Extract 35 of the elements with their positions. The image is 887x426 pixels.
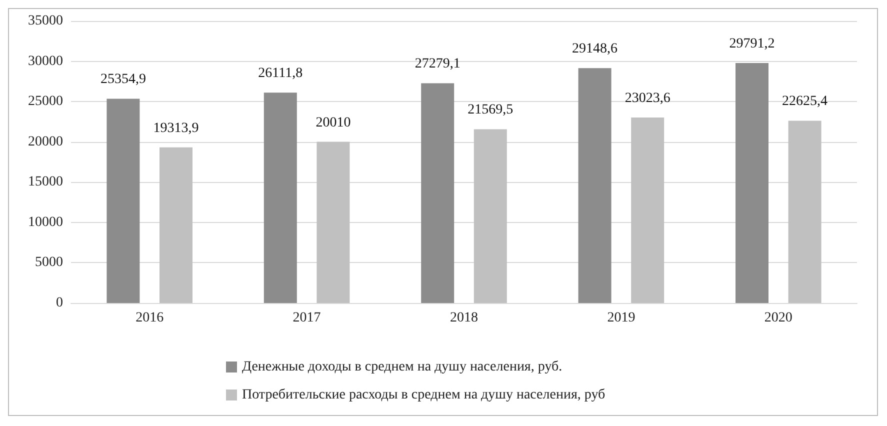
- legend-label: Потребительские расходы в среднем на душу населения, руб: [242, 388, 606, 402]
- bar: [474, 129, 507, 303]
- data-label: 29791,2: [729, 36, 775, 52]
- y-tick-label: 20000: [28, 134, 63, 150]
- data-label: 29148,6: [572, 42, 618, 57]
- y-tick-label: 35000: [28, 14, 63, 28]
- bar: [631, 117, 664, 303]
- y-tick-label: 25000: [28, 94, 63, 110]
- x-tick-label: 2017: [292, 310, 321, 326]
- bar: [316, 142, 350, 303]
- y-tick-label: 0: [56, 296, 63, 310]
- x-tick-label: 2016: [136, 310, 164, 326]
- x-tick-label: 2020: [764, 310, 792, 326]
- x-tick-label: 2019: [607, 310, 636, 326]
- bar: [788, 120, 822, 303]
- data-label: 22625,4: [782, 94, 828, 110]
- data-label: 27279,1: [414, 56, 460, 72]
- data-label: 19313,9: [153, 120, 199, 136]
- bar: [264, 92, 297, 303]
- data-label: 23023,6: [624, 90, 670, 106]
- legend-label: Денежные доходы в среднем на душу населения, руб.: [242, 360, 562, 374]
- y-tick-label: 5000: [35, 255, 63, 270]
- y-tick-label: 30000: [28, 54, 63, 69]
- data-label: 26111,8: [258, 66, 303, 82]
- bar: [736, 62, 768, 303]
- bar: [578, 68, 612, 303]
- bar: [106, 98, 140, 303]
- data-label: 21569,5: [468, 102, 514, 118]
- y-tick-label: 15000: [28, 174, 63, 190]
- data-label: 25354,9: [100, 72, 146, 88]
- x-tick-label: 2018: [450, 310, 478, 326]
- data-label: 20010: [316, 115, 351, 130]
- y-tick-label: 10000: [28, 214, 63, 230]
- bar: [160, 147, 192, 303]
- bar: [421, 83, 454, 303]
